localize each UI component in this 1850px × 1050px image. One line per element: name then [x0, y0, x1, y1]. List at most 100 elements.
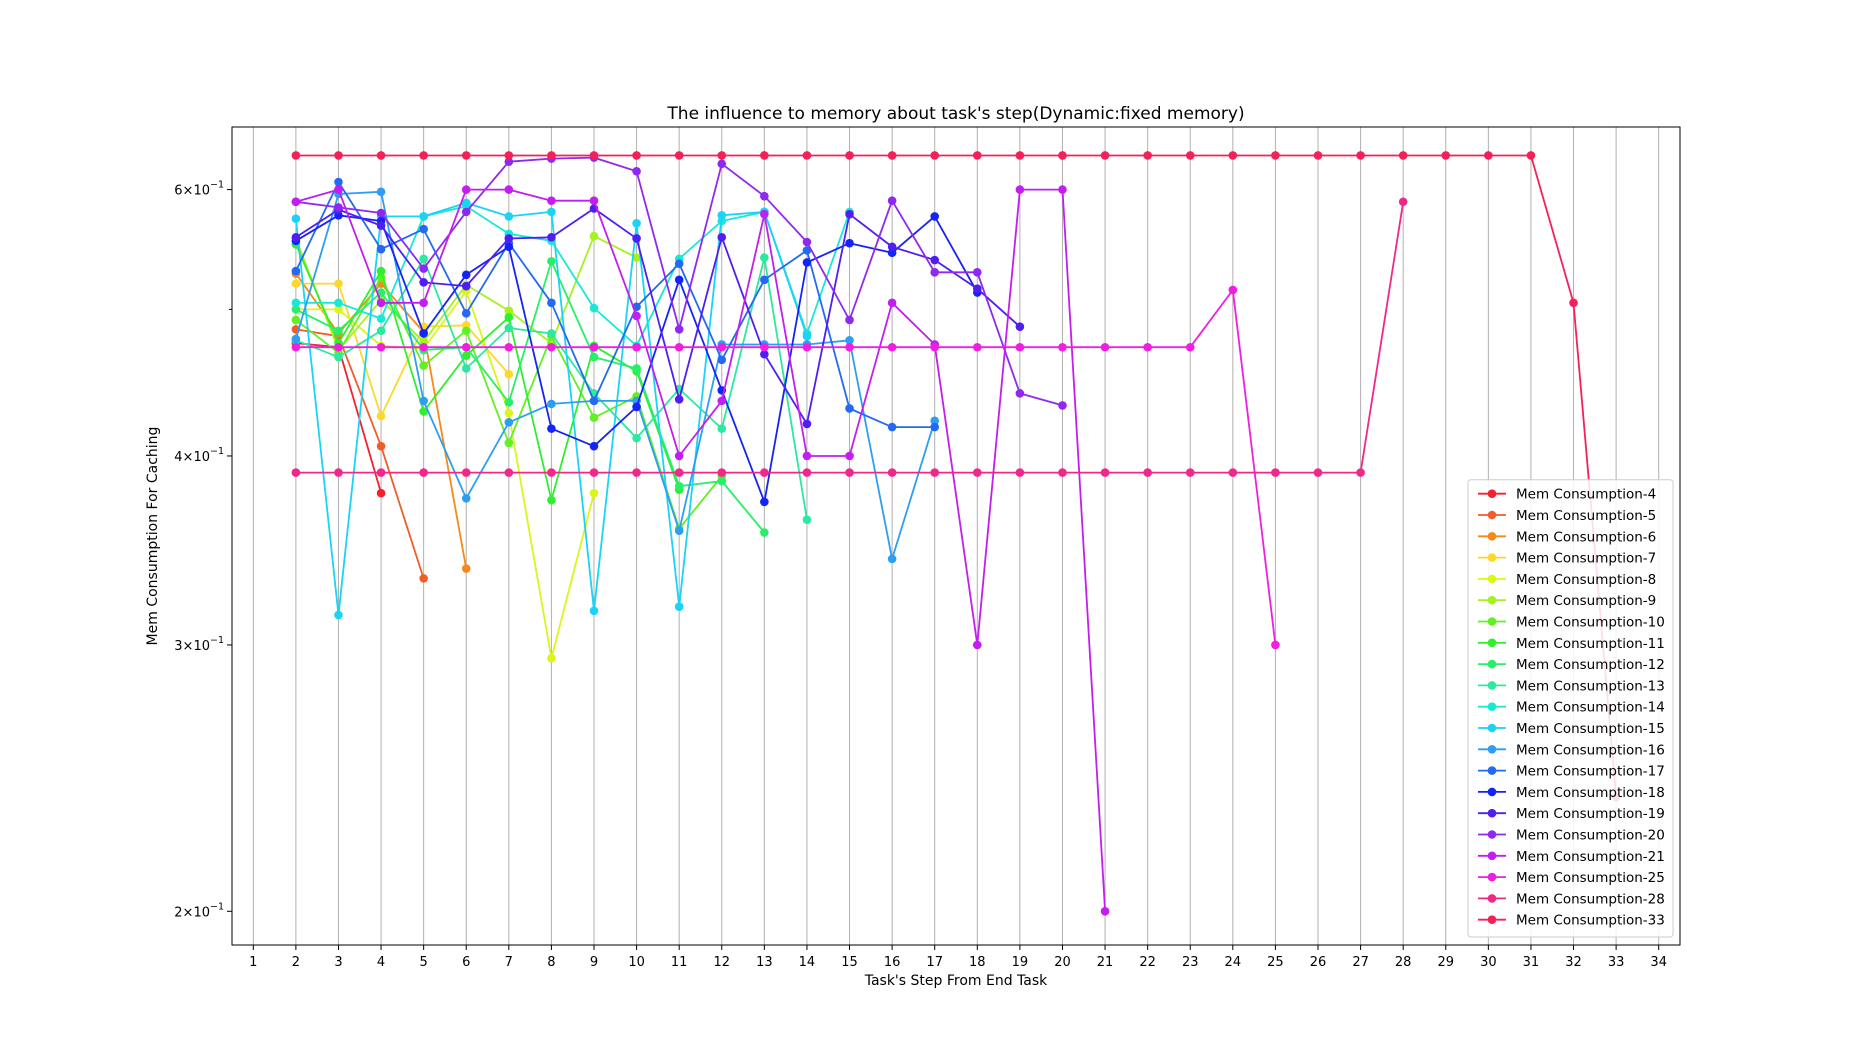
data-point — [376, 244, 386, 254]
legend-item: Mem Consumption-25 — [1478, 870, 1665, 886]
legend-item: Mem Consumption-6 — [1478, 529, 1656, 545]
series-line — [295, 282, 510, 418]
y-tick-label: 2×10−1 — [174, 901, 224, 920]
x-tick-label: 32 — [1565, 955, 1582, 970]
x-tick-label: 5 — [420, 955, 428, 970]
legend-marker — [1487, 532, 1497, 541]
data-point — [504, 151, 514, 160]
data-point — [334, 151, 343, 160]
x-tick-label: 25 — [1267, 955, 1284, 970]
data-point — [887, 422, 897, 432]
data-point — [376, 411, 386, 421]
x-tick-label: 26 — [1310, 955, 1327, 970]
data-point — [760, 528, 769, 537]
legend-label: Mem Consumption-16 — [1516, 742, 1665, 758]
legend-label: Mem Consumption-25 — [1516, 870, 1665, 886]
data-point — [291, 342, 301, 352]
data-point — [1185, 151, 1195, 160]
data-point — [717, 476, 727, 486]
data-point — [632, 364, 641, 373]
y-axis-title: Mem Consumption For Caching — [145, 427, 161, 646]
legend-item: Mem Consumption-14 — [1478, 700, 1665, 716]
data-point — [1228, 285, 1238, 295]
legend-item: Mem Consumption-12 — [1478, 657, 1665, 673]
data-point — [461, 270, 471, 280]
data-point — [291, 266, 301, 276]
legend-marker — [1487, 681, 1497, 690]
legend-label: Mem Consumption-11 — [1516, 636, 1665, 652]
legend-label: Mem Consumption-4 — [1516, 487, 1656, 503]
data-point — [1015, 185, 1025, 194]
data-point — [334, 342, 343, 352]
data-point — [589, 342, 599, 352]
data-point — [547, 468, 556, 477]
data-point — [547, 151, 556, 160]
series-line — [295, 328, 425, 579]
data-point — [504, 242, 514, 252]
data-point — [376, 314, 386, 323]
data-point — [419, 407, 428, 416]
data-point — [419, 468, 428, 477]
data-point — [376, 266, 386, 276]
legend-label: Mem Consumption-7 — [1516, 551, 1656, 567]
x-tick-label: 9 — [590, 955, 598, 970]
data-point — [632, 253, 641, 262]
data-point — [760, 349, 769, 359]
series-line — [295, 188, 1106, 912]
data-point — [376, 208, 386, 218]
series-line — [295, 181, 935, 429]
data-point — [760, 209, 769, 219]
data-point — [461, 207, 471, 217]
data-point — [461, 185, 471, 194]
y-tick-exponent: −1 — [210, 635, 224, 646]
data-point — [845, 209, 854, 219]
x-tick-label: 20 — [1054, 955, 1071, 970]
data-point — [802, 331, 812, 341]
data-point — [376, 326, 386, 336]
data-point — [1015, 468, 1025, 477]
x-tick-label: 17 — [926, 955, 943, 970]
x-tick-label: 34 — [1650, 955, 1667, 970]
data-point — [674, 342, 684, 352]
data-point — [845, 315, 854, 325]
data-point — [930, 468, 940, 477]
data-point — [930, 416, 940, 426]
data-point — [1398, 197, 1408, 207]
data-point — [291, 232, 301, 242]
data-point — [972, 284, 982, 293]
data-point — [504, 157, 514, 167]
data-point — [887, 554, 897, 564]
legend-marker — [1487, 574, 1497, 584]
data-point — [1441, 151, 1451, 160]
series-line — [295, 260, 766, 534]
legend-label: Mem Consumption-20 — [1516, 828, 1665, 844]
data-point — [1015, 389, 1025, 398]
data-point — [717, 210, 727, 220]
legend-marker — [1487, 766, 1497, 775]
data-point — [334, 279, 343, 288]
data-point — [717, 424, 727, 433]
data-point — [674, 602, 684, 611]
data-point — [504, 342, 514, 352]
data-point — [1271, 468, 1280, 477]
data-point — [1058, 185, 1067, 194]
data-point — [291, 151, 301, 160]
legend-label: Mem Consumption-10 — [1516, 615, 1665, 631]
data-point — [419, 361, 428, 370]
legend-marker — [1487, 489, 1497, 499]
data-point — [845, 336, 854, 345]
data-point — [1015, 322, 1025, 331]
legend-item: Mem Consumption-4 — [1478, 487, 1656, 503]
legend-marker — [1487, 872, 1497, 882]
x-tick-label: 18 — [969, 955, 986, 970]
data-point — [802, 246, 812, 255]
data-point — [802, 151, 812, 160]
data-point — [419, 254, 428, 264]
data-point — [1271, 151, 1280, 160]
data-point — [376, 187, 386, 197]
data-point — [547, 424, 556, 433]
legend-marker — [1487, 702, 1497, 711]
legend-item: Mem Consumption-20 — [1478, 828, 1665, 844]
data-point — [291, 334, 301, 344]
data-point — [717, 468, 727, 477]
